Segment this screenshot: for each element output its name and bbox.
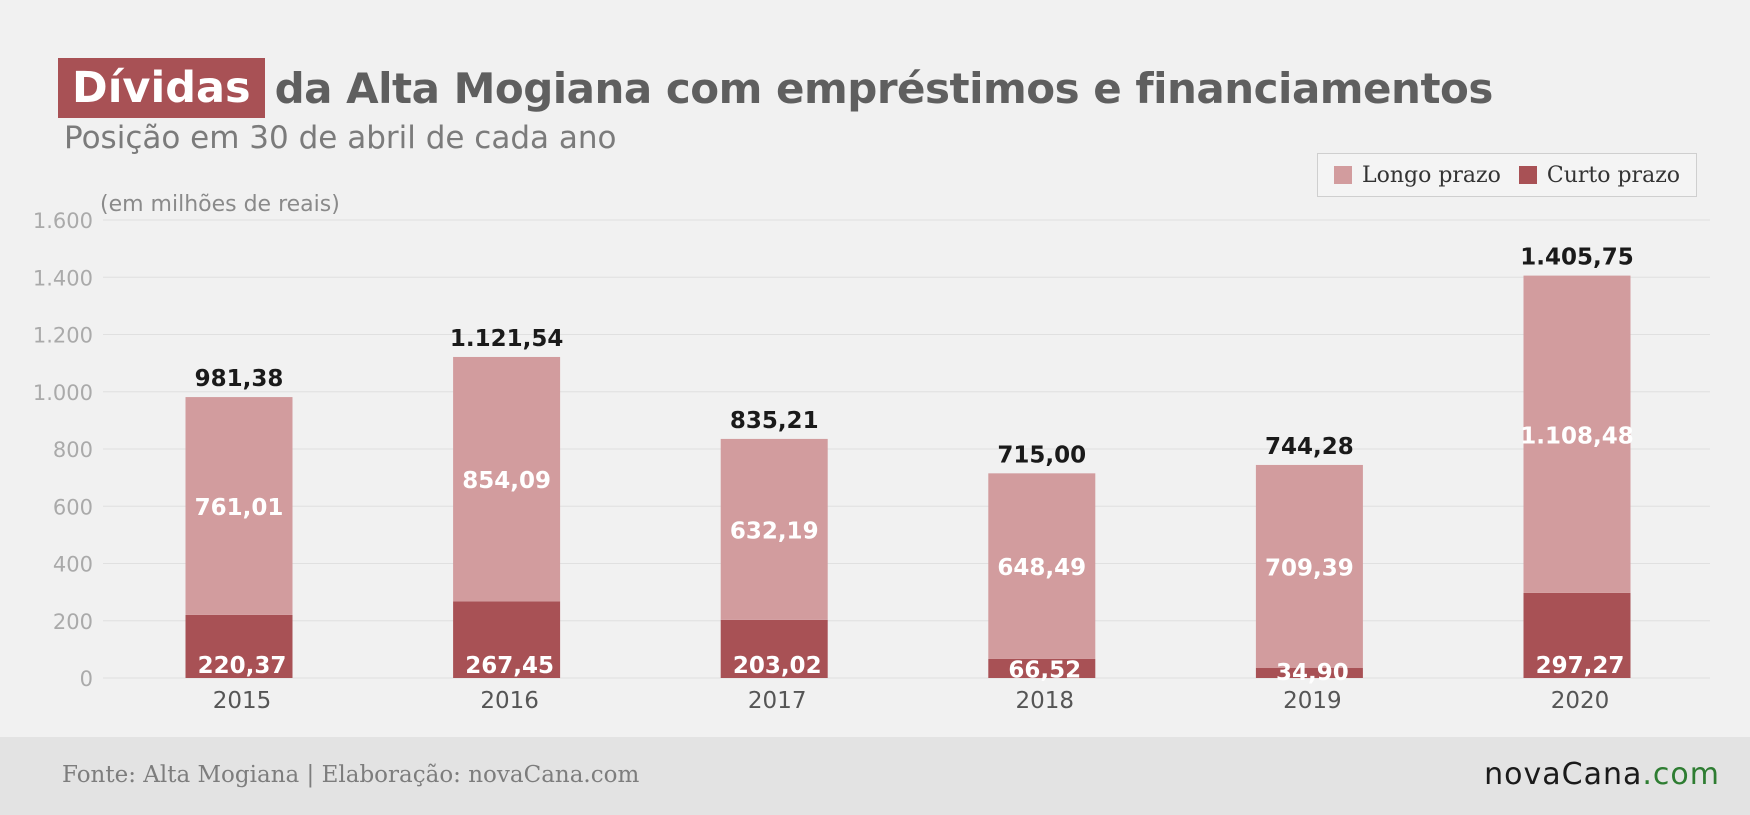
bar-curto-prazo-2020 [1523, 592, 1631, 678]
data-label-curto-prazo-2020: 297,27 [1536, 653, 1625, 679]
data-label-curto-prazo-2017: 203,02 [733, 653, 822, 679]
data-label-curto-prazo-2015: 220,37 [198, 653, 287, 679]
x-tick-label-2017: 2017 [748, 688, 807, 714]
total-label-2017: 835,21 [730, 408, 819, 434]
bars-layer [185, 275, 1631, 678]
x-tick-label-2018: 2018 [1016, 688, 1075, 714]
legend-label-longo-prazo: Longo prazo [1361, 162, 1501, 188]
y-tick-label: 0 [80, 667, 93, 691]
data-label-longo-prazo-2020: 1.108,48 [1520, 423, 1634, 449]
data-label-longo-prazo-2017: 632,19 [730, 518, 819, 544]
bar-curto-prazo-2017 [720, 619, 828, 678]
bar-curto-prazo-2016 [453, 601, 561, 678]
bar-longo-prazo-2019 [1255, 464, 1363, 669]
bar-longo-prazo-2018 [988, 473, 1096, 659]
grid-layer [103, 219, 1710, 679]
footer: Fonte: Alta Mogiana | Elaboração: novaCa… [0, 737, 1750, 815]
bar-longo-prazo-2020 [1523, 275, 1631, 593]
legend-label-curto-prazo: Curto prazo [1546, 162, 1681, 188]
x-tick-label-2016: 2016 [480, 688, 539, 714]
legend-swatch-longo-prazo [1333, 166, 1352, 184]
bar-curto-prazo-2018 [988, 658, 1096, 678]
total-label-2016: 1.121,54 [450, 326, 564, 352]
footer-logo-main: novaCana [1484, 757, 1643, 792]
data-label-curto-prazo-2018: 66,52 [1008, 657, 1081, 683]
legend: Longo prazo Curto prazo [1317, 153, 1697, 197]
x-tick-label-2015: 2015 [213, 688, 272, 714]
x-tick-label-2020: 2020 [1551, 688, 1610, 714]
y-tick-label: 1.200 [33, 324, 93, 348]
total-label-2019: 744,28 [1265, 434, 1354, 460]
y-tick-label: 800 [53, 438, 93, 462]
title-highlight: Dívidas [58, 58, 265, 118]
total-label-2018: 715,00 [997, 442, 1086, 468]
y-tick-label: 1.600 [33, 209, 93, 233]
bar-curto-prazo-2015 [185, 614, 293, 678]
data-label-longo-prazo-2016: 854,09 [462, 468, 551, 494]
data-label-longo-prazo-2018: 648,49 [997, 555, 1086, 581]
y-tick-label: 1.000 [33, 381, 93, 405]
data-label-curto-prazo-2016: 267,45 [465, 653, 554, 679]
data-labels-layer: 761,01 220,37 981,38 854,09 267,45 1.121,54 63… [195, 245, 1634, 686]
bar-longo-prazo-2016 [453, 356, 561, 602]
bar-curto-prazo-2019 [1255, 668, 1363, 678]
bar-longo-prazo-2017 [720, 438, 828, 620]
y-tick-label: 600 [53, 495, 93, 519]
footer-logo[interactable]: novaCana.com [1484, 757, 1720, 792]
legend-item-longo-prazo: Longo prazo [1333, 162, 1501, 188]
chart-title: Dívidas da Alta Mogiana com empréstimos … [58, 58, 1493, 118]
y-tick-label: 400 [53, 553, 93, 577]
y-tick-label: 1.400 [33, 266, 93, 290]
stacked-bar-chart: 0 200 400 600 800 1.000 1.200 1.400 1.600 (em mi… [33, 192, 1710, 714]
legend-swatch-curto-prazo [1518, 166, 1537, 184]
data-label-longo-prazo-2019: 709,39 [1265, 555, 1354, 581]
total-label-2020: 1.405,75 [1520, 245, 1634, 271]
total-label-2015: 981,38 [195, 366, 284, 392]
y-tick-label: 200 [53, 610, 93, 634]
data-label-longo-prazo-2015: 761,01 [195, 495, 284, 521]
chart-subtitle: Posição em 30 de abril de cada ano [64, 120, 617, 156]
data-label-curto-prazo-2019: 34,90 [1276, 660, 1349, 686]
y-axis-ticks: 0 200 400 600 800 1.000 1.200 1.400 1.600 [33, 209, 93, 691]
x-axis-ticks: 2015 2016 2017 2018 2019 2020 [213, 688, 1610, 714]
bar-longo-prazo-2015 [185, 397, 293, 615]
footer-logo-suffix: .com [1642, 757, 1720, 792]
footer-source: Fonte: Alta Mogiana | Elaboração: novaCa… [62, 762, 640, 788]
legend-item-curto-prazo: Curto prazo [1518, 162, 1681, 188]
unit-label: (em milhões de reais) [100, 192, 340, 217]
title-text: da Alta Mogiana com empréstimos e financ… [274, 63, 1494, 113]
x-tick-label-2019: 2019 [1283, 688, 1342, 714]
